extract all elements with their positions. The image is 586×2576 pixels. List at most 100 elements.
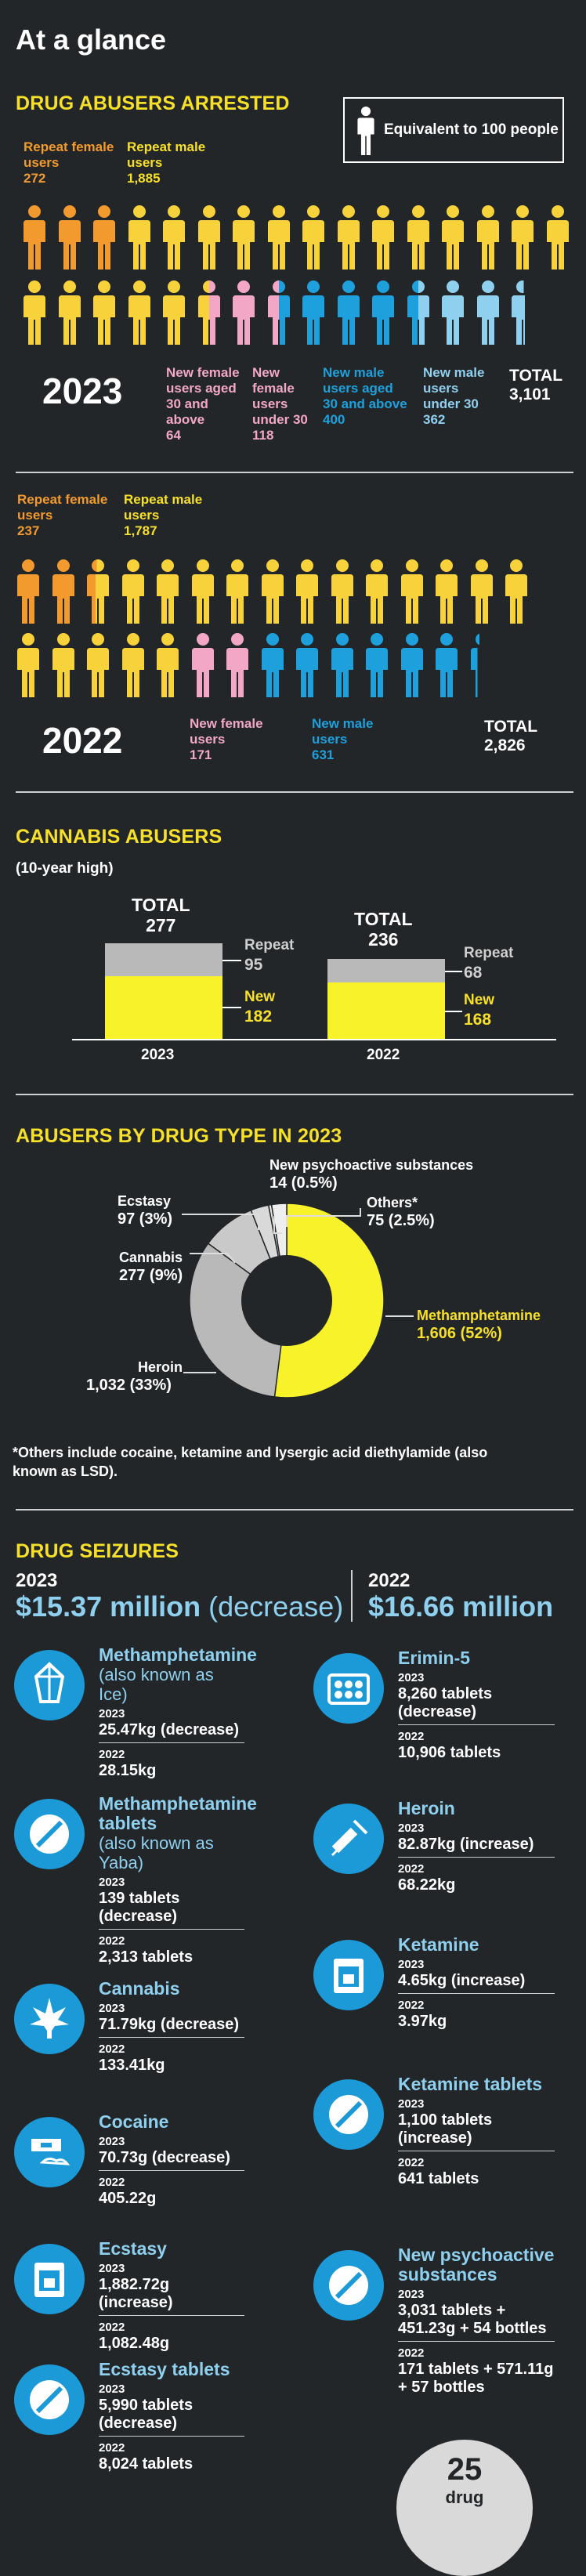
label-2023-new-female-u30: New female users under 30 118 [252,365,319,443]
label-text: Repeat female users [24,139,114,170]
total-2023: TOTAL 3,101 [509,367,562,404]
seizure-value-current: 82.87kg (increase) [398,1836,534,1853]
label-text: New female users under 30 [252,365,308,427]
seizure-value-current: 1,100 tablets (increase) [398,2111,493,2147]
bar-connector [222,960,241,961]
divider [99,2170,244,2171]
bar-connector [445,1011,462,1012]
seizure-year-previous: 2022 [99,2042,125,2056]
cannabis-leaf-icon [14,1984,85,2054]
person-icon [24,205,45,270]
seizure-2022-year: 2022 [368,1570,411,1591]
person-icon [296,633,318,697]
label-value: 362 [423,412,446,427]
divider [16,472,573,473]
segment-name: New psychoactive substances [269,1157,474,1173]
label-text: Repeat [244,937,295,953]
donut-label-ecstasy: Ecstasy 97 (3%) [118,1192,172,1228]
cannabis-2022-new-bar [327,982,445,1039]
cannabis-bar-chart: TOTAL 277 Repeat 95 New 182 TOTAL 236 Re… [0,885,586,1065]
cocaine-razor-icon [14,2117,85,2187]
person-icon [442,280,464,345]
label-text: New male users [312,716,374,747]
person-icon [267,205,290,270]
person-icon [17,633,39,697]
drugtype-footnote: *Others include cocaine, ketamine and ly… [13,1445,488,1479]
person-icon [197,280,220,345]
seizure-value-current: 139 tablets (decrease) [99,1890,180,1925]
person-icon [93,205,115,270]
seizure-value-current: 5,990 tablets (decrease) [99,2397,194,2432]
tablet-icon [313,2250,384,2321]
seizure-year-current: 2023 [99,2135,125,2148]
person-icon [546,205,569,270]
year-2023: 2023 [42,371,123,411]
seizure-value-previous: 28.15kg [99,1762,157,1779]
seizure-item: Cannabis 2023 71.79kg (decrease) 2022 133.41… [99,1979,244,2075]
label-2023-repeat-female: Repeat female users 272 [24,139,118,186]
person-icon [163,280,185,345]
total-label: TOTAL [354,909,413,929]
label-value: 118 [252,428,274,443]
seizure-item: Erimin-5 2023 8,260 tablets (decrease) 2022… [398,1648,555,1762]
person-icon [302,205,324,270]
seizure-year-current: 2023 [99,1707,125,1720]
segment-value: 75 (2.5%) [367,1212,435,1229]
donut-hole [241,1255,332,1346]
person-icon [52,633,74,697]
cannabis-subtitle: (10-year high) [16,860,114,877]
seizure-value-previous: 133.41kg [99,2057,165,2074]
label-value: 1,885 [127,171,161,186]
segment-value: 14 (0.5%) [269,1174,338,1192]
seizure-value-current: 1,882.72g (increase) [99,2276,173,2311]
segment-name: Cannabis [119,1250,183,1265]
seizure-year-previous: 2022 [99,1748,125,1761]
seizure-value-previous: 1,082.48g [99,2335,170,2352]
seizure-note: (decrease) [208,1590,344,1623]
person-icon [302,280,324,345]
total-2022: TOTAL 2,826 [484,718,537,755]
seizure-item: Heroin 2023 82.87kg (increase) 2022 68.22kg [398,1799,555,1894]
donut-label-cannabis: Cannabis 277 (9%) [119,1249,183,1285]
person-icon [128,280,150,345]
divider [99,1742,244,1743]
label-value: 68 [464,964,483,982]
divider [398,1993,555,1994]
seizure-drug-alias: (also known as Yaba) [99,1833,214,1872]
seizure-value-previous: 8,024 tablets [99,2455,194,2473]
cannabis-2023-new-label: New 182 [244,987,275,1026]
seizure-2023-amount: $15.37 million (decrease) [16,1590,343,1623]
divider [99,2315,244,2316]
seizure-value-previous: 641 tablets [398,2170,479,2187]
cannabis-2022-total: TOTAL 236 [354,909,413,950]
cannabis-2023-repeat-bar [105,943,222,976]
seizure-value-current: 25.47kg (decrease) [99,1721,240,1738]
seizure-year-current: 2023 [99,2262,125,2275]
seizure-drug-alias: (also known as Ice) [99,1665,214,1704]
label-text: New female users [190,716,263,747]
person-icon [366,559,388,624]
segment-value: 1,606 (52%) [417,1325,502,1342]
person-icon [337,280,360,345]
person-icon [337,205,360,270]
leader-line-nps [273,1216,282,1234]
cannabis-section-title: CANNABIS ABUSERS [16,826,222,848]
seizure-year-previous: 2022 [398,1862,425,1876]
seizure-value-current: 70.73g (decrease) [99,2149,230,2166]
donut-label-others: Others* 75 (2.5%) [367,1194,435,1230]
person-icon [331,633,353,697]
seizure-amount: $15.37 million [16,1590,201,1623]
label-2022-new-male: New male users 631 [312,716,398,763]
label-value: 168 [464,1011,492,1029]
person-icon [512,280,534,345]
badge-number: 25 [447,2452,483,2487]
person-icon [442,205,464,270]
seizure-value-current: 8,260 tablets (decrease) [398,1685,493,1720]
label-text: New [464,992,495,1008]
seizure-year-current: 2023 [398,1671,425,1684]
label-text: New male users under 30 [423,365,485,411]
total-value: 236 [368,929,399,950]
label-text: Repeat female users [17,492,108,523]
divider [398,1724,555,1725]
person-legend: Equivalent to 100 people [343,97,564,163]
